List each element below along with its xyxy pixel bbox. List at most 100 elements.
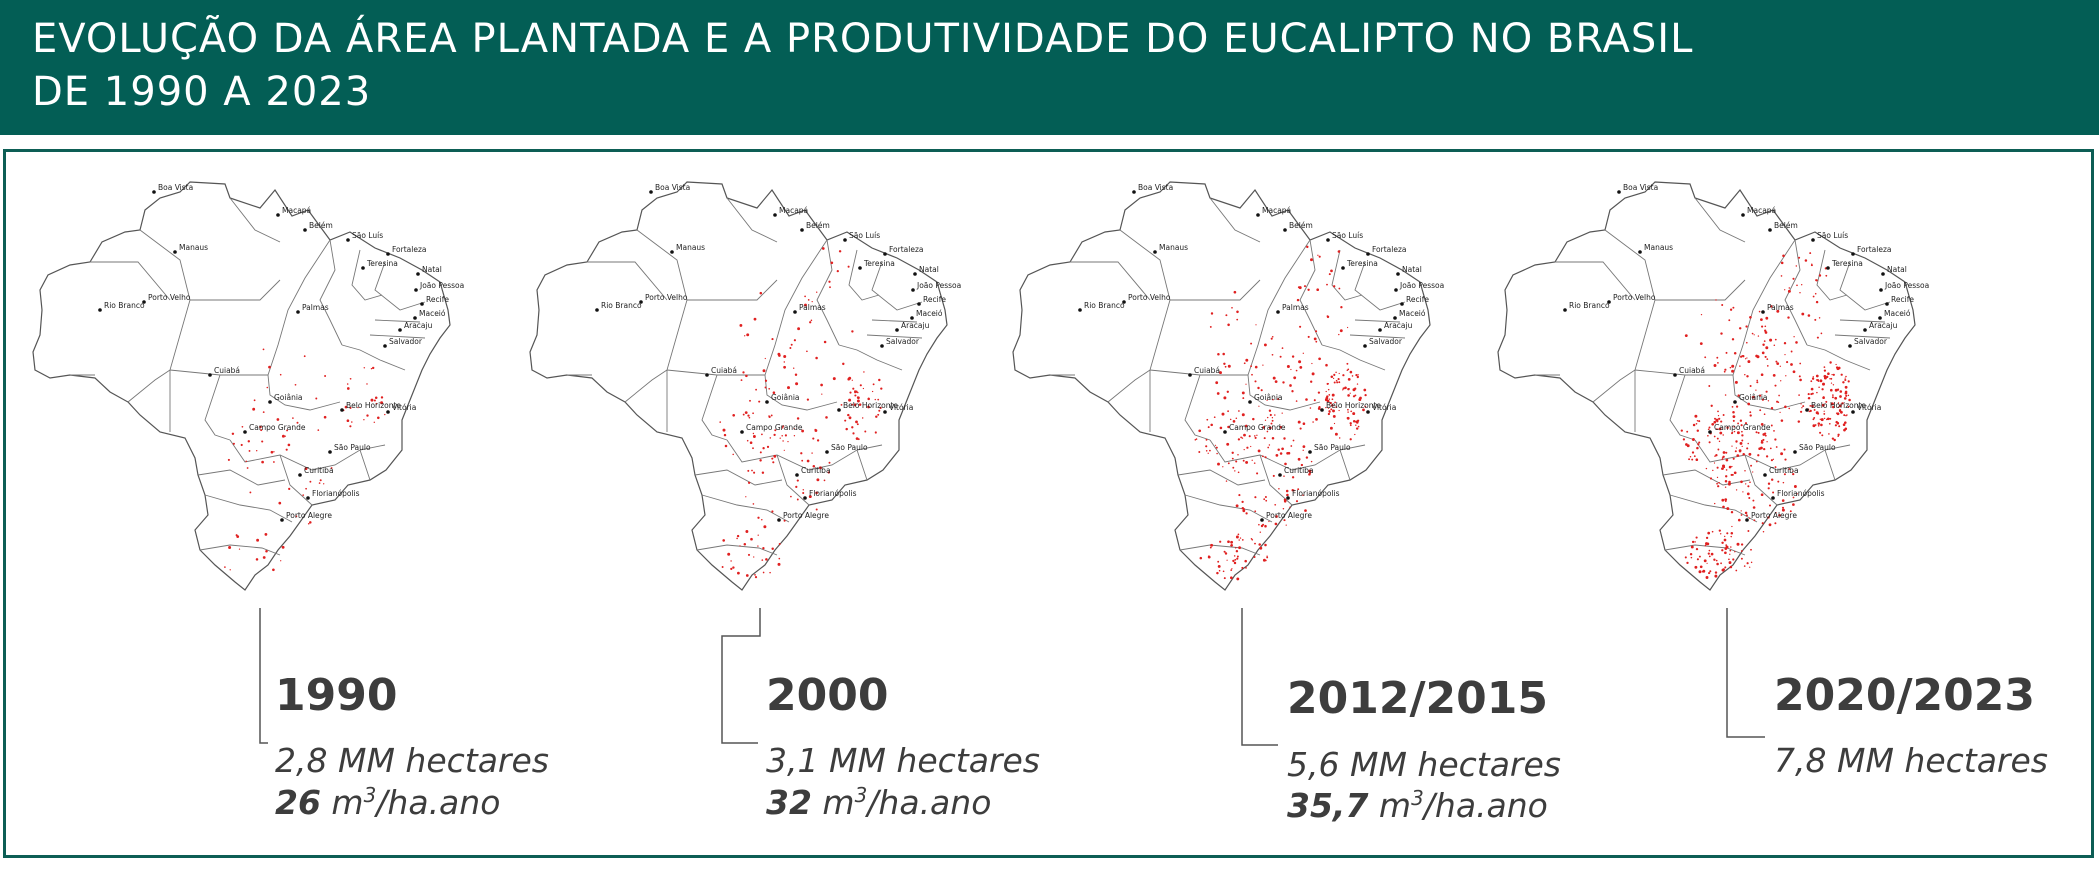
plantation-dot [1818,386,1820,388]
plantation-dot [1717,448,1720,451]
city-marker [1673,373,1677,377]
plantation-dot [1836,367,1840,371]
plantation-dot [1691,458,1694,461]
plantation-dot [227,458,230,461]
plantation-dot [800,452,803,455]
plantation-dot [1224,552,1228,555]
plantation-dot [1302,422,1306,425]
plantation-dot [1696,446,1699,450]
plantation-dot [1726,532,1729,535]
plantation-dot [1262,558,1266,562]
city-label: Boa Vista [1623,183,1658,192]
city-marker [1851,410,1855,414]
plantation-dot [1225,480,1228,482]
state-border [871,261,923,311]
plantation-dot [1347,378,1351,381]
plantation-dot [1788,407,1791,410]
plantation-dot [1838,409,1842,412]
plantation-dot [1696,420,1699,422]
plantation-dot [1282,508,1285,510]
plantation-dot [1278,487,1280,490]
state-border [1664,544,1746,556]
plantation-dot [286,429,289,432]
plantation-dot [324,375,327,377]
plantation-dot [1244,424,1248,428]
plantation-dot [1210,543,1214,547]
plantation-dot [1207,555,1211,559]
plantation-dot [1745,514,1748,517]
plantation-dot [1326,283,1328,286]
plantation-dot [1774,466,1777,469]
plantation-dot [737,571,740,575]
city-label: Maceió [419,309,446,318]
plantation-dot [1219,371,1222,375]
plantation-dot [1310,258,1313,262]
plantation-dot [1828,422,1831,425]
plantation-dot [1224,365,1227,368]
plantation-dot [1718,440,1721,443]
plantation-dot [754,574,756,576]
plantation-dot [380,396,384,399]
plantation-dot [1709,570,1712,573]
state-border [1339,449,1351,481]
plantation-dot [1199,556,1203,560]
plantation-dot [309,521,312,524]
plantation-dot [1800,403,1802,405]
plantation-dot [871,390,874,393]
plantation-dot [373,399,376,402]
plantation-dot [1818,317,1821,319]
plantation-dot [1694,541,1696,543]
state-border [1179,544,1261,556]
plantation-dot [745,496,747,498]
plantation-dot [1330,269,1333,273]
plantation-dot [1338,372,1340,375]
plantation-dot [1331,398,1334,401]
plantation-dot [1251,373,1253,376]
plantation-dot [1768,523,1772,527]
plantation-dot [1349,370,1353,374]
plantation-dot [1295,400,1298,402]
plantation-dot [815,508,818,511]
plantation-dot [1815,374,1819,378]
plantation-dot [1762,438,1765,441]
city-label: Porto Alegre [286,511,332,520]
plantation-dot [1287,451,1291,455]
plantation-dot [1839,410,1843,414]
state-border [199,544,281,556]
plantation-dot [1708,441,1711,444]
plantation-dot [372,366,375,370]
plantation-dot [1720,420,1723,423]
plantation-dot [1231,568,1233,570]
plantation-dot [1315,340,1318,343]
plantation-dot [774,429,777,432]
plantation-dot [1346,362,1349,365]
plantation-dot [309,480,312,483]
city-label: Porto Alegre [783,511,829,520]
city-label: Salvador [1369,337,1403,346]
plantation-dot [1810,387,1814,391]
city-label: Porto Velho [148,293,191,302]
city-marker [1885,302,1889,306]
plantation-dot [1239,537,1242,539]
plantation-dot [1307,288,1310,291]
plantation-dot [1331,404,1334,407]
plantation-dot [1245,383,1247,385]
plantation-dots [719,247,883,579]
plantation-dot [1812,376,1814,378]
plantation-dot [847,413,850,417]
plantation-dot [1686,561,1689,565]
plantation-dot [1241,539,1244,541]
plantation-dot [1784,458,1787,461]
plantation-dot [1255,324,1257,326]
plantation-dot [1781,499,1785,502]
state-border [1592,369,1636,403]
plantation-dot [1721,457,1724,459]
plantation-dot [1770,424,1773,427]
city-label: Aracaju [404,321,433,330]
plantation-dot [1707,428,1710,431]
plantation-dot [1347,326,1349,329]
plantation-dot [1807,393,1810,396]
city-label: Goiânia [771,393,800,402]
city-marker [1848,344,1852,348]
plantation-dot [1798,375,1801,378]
